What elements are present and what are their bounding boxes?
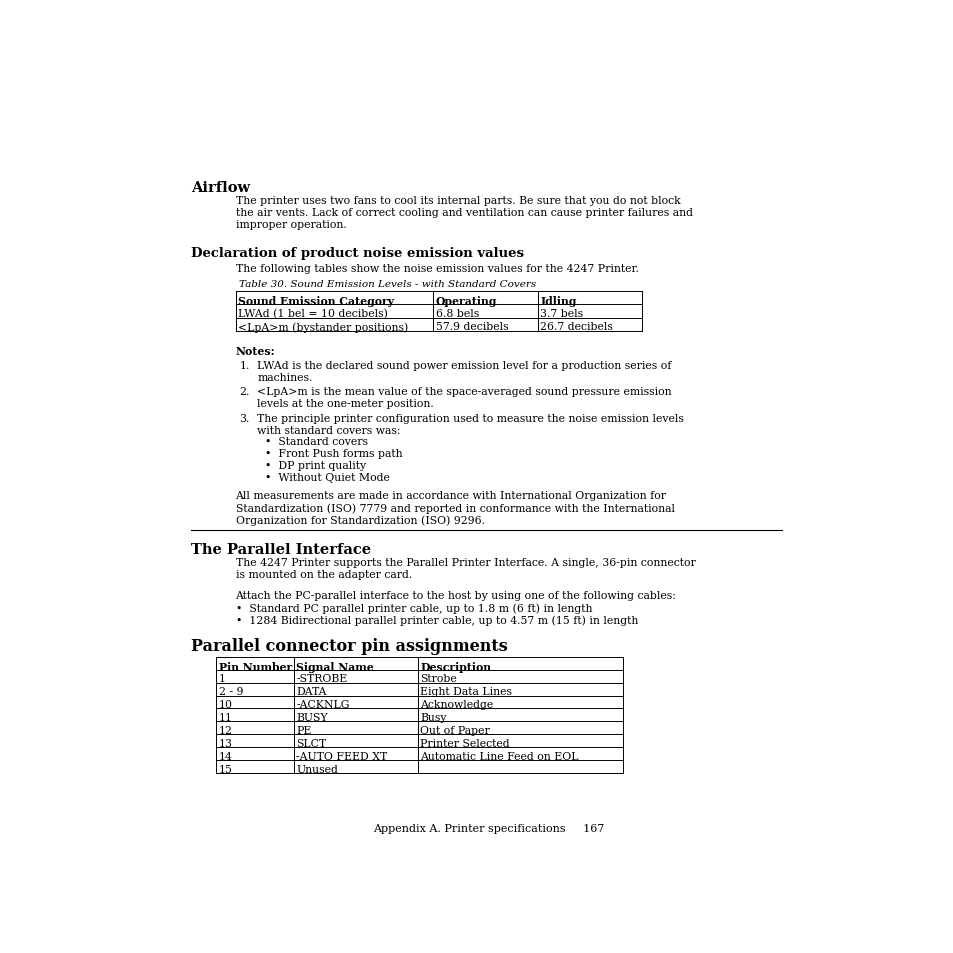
Text: is mounted on the adapter card.: is mounted on the adapter card. [235, 569, 412, 579]
Text: •  1284 Bidirectional parallel printer cable, up to 4.57 m (15 ft) in length: • 1284 Bidirectional parallel printer ca… [235, 615, 638, 625]
Text: 2.: 2. [239, 387, 250, 397]
Text: Unused: Unused [296, 764, 338, 774]
Text: the air vents. Lack of correct cooling and ventilation can cause printer failure: the air vents. Lack of correct cooling a… [235, 208, 692, 218]
Text: SLCT: SLCT [296, 738, 326, 748]
Text: LWAd (1 bel = 10 decibels): LWAd (1 bel = 10 decibels) [238, 309, 388, 319]
Text: Pin Number: Pin Number [218, 660, 292, 672]
Text: 14: 14 [218, 751, 233, 760]
Text: Table 30. Sound Emission Levels - with Standard Covers: Table 30. Sound Emission Levels - with S… [239, 279, 536, 289]
Text: 15: 15 [218, 764, 233, 774]
Text: Declaration of product noise emission values: Declaration of product noise emission va… [192, 247, 524, 260]
Text: Appendix A. Printer specifications     167: Appendix A. Printer specifications 167 [373, 822, 604, 833]
Text: levels at the one-meter position.: levels at the one-meter position. [257, 399, 434, 409]
Text: Busy: Busy [420, 712, 446, 722]
Text: -AUTO FEED XT: -AUTO FEED XT [296, 751, 387, 760]
Text: •  Without Quiet Mode: • Without Quiet Mode [265, 473, 390, 483]
Text: machines.: machines. [257, 373, 313, 383]
Text: Airflow: Airflow [192, 180, 251, 194]
Text: 3.7 bels: 3.7 bels [540, 309, 583, 318]
Text: The following tables show the noise emission values for the 4247 Printer.: The following tables show the noise emis… [235, 264, 638, 274]
Text: Signal Name: Signal Name [296, 660, 374, 672]
Text: Attach the PC-parallel interface to the host by using one of the following cable: Attach the PC-parallel interface to the … [235, 591, 676, 600]
Text: 11: 11 [218, 712, 233, 722]
Text: 1.: 1. [239, 361, 250, 371]
Text: <LpA>m (bystander positions): <LpA>m (bystander positions) [238, 322, 408, 333]
Text: 6.8 bels: 6.8 bels [436, 309, 478, 318]
Text: Idling: Idling [540, 295, 577, 307]
Text: 13: 13 [218, 738, 233, 748]
Text: Standardization (ISO) 7779 and reported in conformance with the International: Standardization (ISO) 7779 and reported … [235, 503, 674, 514]
Text: The Parallel Interface: The Parallel Interface [192, 542, 371, 556]
Text: improper operation.: improper operation. [235, 220, 346, 230]
Text: Sound Emission Category: Sound Emission Category [238, 295, 394, 307]
Text: The printer uses two fans to cool its internal parts. Be sure that you do not bl: The printer uses two fans to cool its in… [235, 196, 679, 206]
Text: 3.: 3. [239, 414, 250, 423]
Text: •  DP print quality: • DP print quality [265, 461, 366, 471]
Text: Strobe: Strobe [420, 674, 456, 683]
Text: Notes:: Notes: [235, 346, 274, 356]
Text: All measurements are made in accordance with International Organization for: All measurements are made in accordance … [235, 491, 666, 501]
Text: 10: 10 [218, 700, 233, 709]
Text: Eight Data Lines: Eight Data Lines [420, 686, 512, 697]
Text: 26.7 decibels: 26.7 decibels [540, 322, 613, 332]
Text: Printer Selected: Printer Selected [420, 738, 510, 748]
Text: DATA: DATA [296, 686, 327, 697]
Text: Automatic Line Feed on EOL: Automatic Line Feed on EOL [420, 751, 578, 760]
Text: with standard covers was:: with standard covers was: [257, 425, 400, 436]
Text: -STROBE: -STROBE [296, 674, 347, 683]
Text: LWAd is the declared sound power emission level for a production series of: LWAd is the declared sound power emissio… [257, 361, 671, 371]
Text: Acknowledge: Acknowledge [420, 700, 493, 709]
Text: •  Front Push forms path: • Front Push forms path [265, 449, 402, 459]
Text: 2 - 9: 2 - 9 [218, 686, 243, 697]
Text: Organization for Standardization (ISO) 9296.: Organization for Standardization (ISO) 9… [235, 515, 484, 525]
Text: Parallel connector pin assignments: Parallel connector pin assignments [192, 638, 508, 655]
Text: Out of Paper: Out of Paper [420, 725, 490, 735]
Text: •  Standard covers: • Standard covers [265, 437, 368, 447]
Text: BUSY: BUSY [296, 712, 328, 722]
Text: 57.9 decibels: 57.9 decibels [436, 322, 508, 332]
Text: 12: 12 [218, 725, 233, 735]
Text: <LpA>m is the mean value of the space-averaged sound pressure emission: <LpA>m is the mean value of the space-av… [257, 387, 671, 397]
Text: The principle printer configuration used to measure the noise emission levels: The principle printer configuration used… [257, 414, 683, 423]
Text: PE: PE [296, 725, 312, 735]
Text: •  Standard PC parallel printer cable, up to 1.8 m (6 ft) in length: • Standard PC parallel printer cable, up… [235, 602, 592, 613]
Text: 1: 1 [218, 674, 226, 683]
Text: Operating: Operating [436, 295, 497, 307]
Text: Description: Description [420, 660, 491, 672]
Text: -ACKNLG: -ACKNLG [296, 700, 350, 709]
Text: The 4247 Printer supports the Parallel Printer Interface. A single, 36-pin conne: The 4247 Printer supports the Parallel P… [235, 558, 695, 567]
